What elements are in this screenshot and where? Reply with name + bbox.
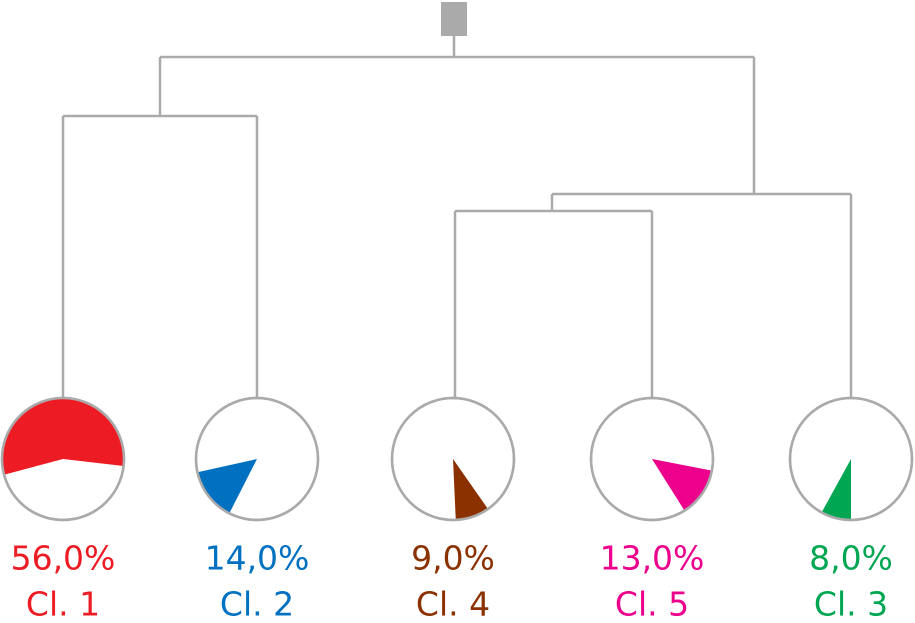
category-label: Cl. 3 — [814, 585, 888, 623]
category-label: Cl. 2 — [220, 585, 294, 623]
category-label: Cl. 1 — [26, 585, 100, 623]
pie-outline — [194, 396, 320, 522]
pie-outline — [589, 396, 715, 522]
pie-wedge — [821, 459, 851, 520]
pie-wedge — [453, 459, 488, 520]
value-label: 13,0% — [600, 539, 705, 578]
pie-outline — [390, 396, 516, 522]
dendrogram — [61, 2, 853, 398]
value-label: 9,0% — [411, 539, 495, 578]
value-label: 56,0% — [11, 539, 116, 578]
pie-outline — [788, 396, 914, 522]
root-node — [441, 2, 467, 36]
tree-lines — [61, 36, 853, 398]
category-label: Cl. 5 — [615, 585, 689, 623]
pie-outline — [0, 396, 126, 522]
value-label: 8,0% — [809, 539, 893, 578]
pie-wedge — [1, 397, 124, 475]
pie-wedge — [652, 459, 712, 511]
value-label: 14,0% — [205, 539, 310, 578]
category-label: Cl. 4 — [416, 585, 490, 623]
